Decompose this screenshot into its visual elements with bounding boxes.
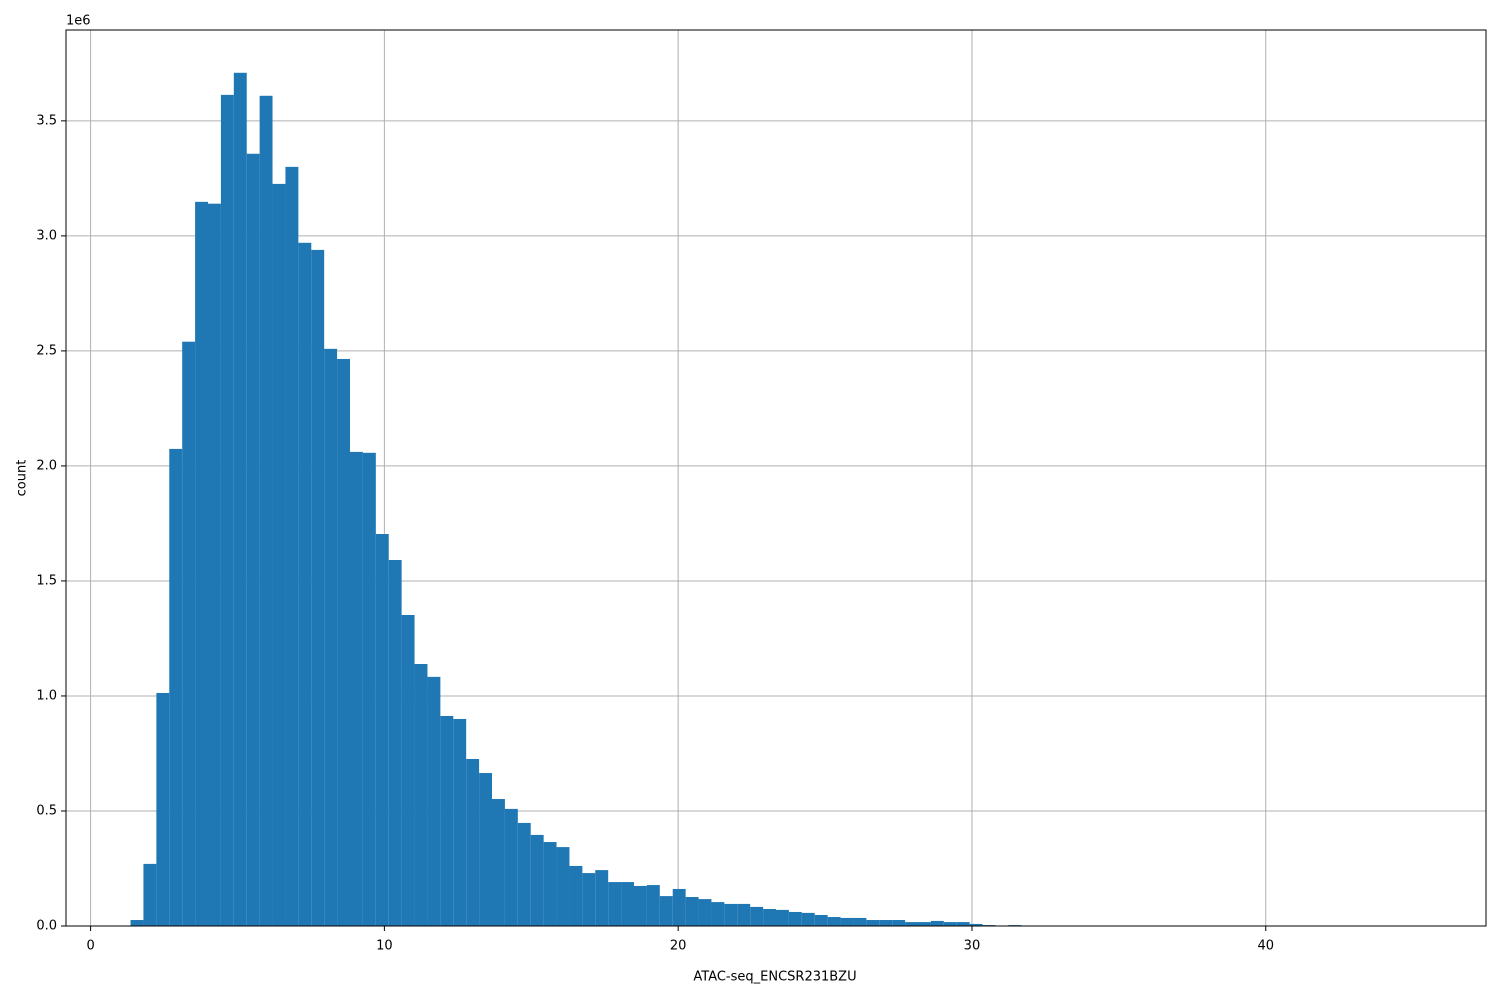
bar — [156, 692, 170, 926]
bar — [956, 922, 970, 926]
bar — [220, 94, 234, 927]
bar — [233, 72, 247, 926]
x-axis-label: ATAC-seq_ENCSR231BZU — [693, 970, 856, 985]
bar — [414, 663, 428, 926]
bar — [595, 870, 609, 926]
x-tick-label: 0 — [86, 939, 94, 954]
bar — [401, 614, 415, 926]
bar — [814, 914, 828, 926]
bar — [362, 452, 376, 926]
bar — [582, 873, 596, 926]
bar — [504, 808, 518, 926]
bar — [337, 358, 351, 926]
bar — [750, 906, 764, 926]
bar — [195, 201, 208, 927]
bar — [453, 718, 467, 926]
bar — [930, 920, 944, 926]
bar — [272, 183, 286, 927]
bar — [440, 715, 454, 926]
bar — [892, 920, 906, 926]
bar — [182, 341, 196, 927]
bar — [905, 922, 918, 926]
bar — [659, 896, 673, 926]
x-tick-label: 40 — [1257, 939, 1274, 954]
bar — [879, 920, 893, 926]
y-offset-text: 1e6 — [66, 14, 91, 29]
bar — [143, 863, 157, 926]
bar — [479, 773, 492, 926]
bar — [853, 917, 867, 926]
bar — [788, 911, 802, 926]
bar — [375, 534, 389, 926]
bar — [259, 95, 273, 926]
x-tick-label: 20 — [670, 939, 687, 954]
bar — [698, 899, 712, 926]
y-tick-label: 2.5 — [36, 343, 57, 358]
bar — [543, 842, 557, 926]
bar — [285, 166, 299, 926]
bar — [801, 912, 815, 926]
y-tick-label: 3.5 — [36, 113, 57, 128]
bar — [969, 923, 983, 926]
bar — [685, 897, 699, 926]
bar — [298, 242, 312, 926]
bar — [776, 909, 789, 926]
x-tick-label: 30 — [964, 939, 981, 954]
bar — [763, 908, 776, 926]
bar — [556, 847, 570, 926]
y-tick-label: 2.0 — [36, 458, 57, 473]
bar — [324, 348, 338, 926]
bar — [388, 560, 402, 926]
bar — [634, 885, 647, 926]
bar — [169, 448, 183, 926]
bar — [646, 885, 660, 926]
bar — [311, 249, 325, 926]
bar — [943, 922, 957, 926]
bar — [130, 920, 144, 926]
bar — [207, 203, 221, 926]
bar — [840, 917, 854, 926]
bar — [827, 917, 841, 926]
bar — [608, 882, 622, 926]
bar — [917, 922, 931, 926]
bar — [491, 799, 505, 926]
y-tick-label: 0.5 — [36, 803, 57, 818]
bar — [569, 865, 583, 926]
bar — [466, 758, 480, 926]
bar — [672, 888, 686, 926]
y-tick-label: 0.0 — [36, 919, 57, 934]
plot-frame — [65, 29, 1487, 927]
y-tick-label: 1.5 — [36, 573, 57, 588]
x-tick-label: 10 — [376, 939, 393, 954]
bar — [427, 676, 441, 926]
bar — [737, 903, 751, 926]
bar — [517, 822, 531, 926]
bar — [246, 153, 260, 926]
bar — [724, 903, 738, 926]
bar — [711, 902, 725, 926]
y-axis-label: count — [15, 460, 30, 497]
y-tick-label: 1.0 — [36, 688, 57, 703]
bar — [621, 882, 635, 926]
bar — [350, 451, 363, 926]
bar — [530, 834, 544, 926]
bar — [866, 920, 880, 926]
y-tick-label: 3.0 — [36, 228, 57, 243]
